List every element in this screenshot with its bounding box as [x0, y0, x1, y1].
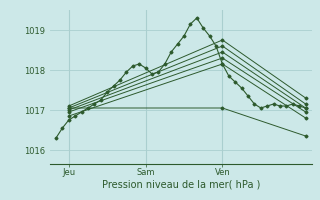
- X-axis label: Pression niveau de la mer( hPa ): Pression niveau de la mer( hPa ): [102, 180, 260, 190]
